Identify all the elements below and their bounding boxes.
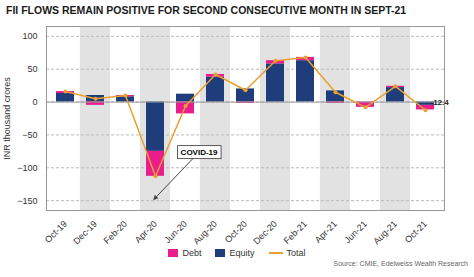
svg-text:INR thousand crores: INR thousand crores — [2, 77, 12, 160]
svg-text:100: 100 — [22, 31, 37, 41]
svg-text:−100: −100 — [17, 163, 37, 173]
svg-text:Jun-21: Jun-21 — [342, 219, 369, 246]
svg-text:Apr-20: Apr-20 — [133, 219, 159, 245]
svg-text:Oct-19: Oct-19 — [43, 219, 69, 245]
svg-text:Aug-20: Aug-20 — [191, 219, 219, 246]
svg-text:Aug-21: Aug-21 — [371, 219, 399, 246]
svg-text:Oct-20: Oct-20 — [223, 219, 249, 245]
html-text:Equity: Equity — [229, 247, 255, 258]
svg-text:Feb-21: Feb-21 — [282, 219, 309, 246]
svg-text:Oct-21: Oct-21 — [403, 219, 429, 245]
html-text:Source: CMIE, Edelweiss Wealth: Source: CMIE, Edelweiss Wealth Research — [333, 260, 468, 267]
html-text:FII FLOWS REMAIN POSITIVE FOR: FII FLOWS REMAIN POSITIVE FOR SECOND CON… — [6, 4, 407, 16]
svg-text:COVID-19: COVID-19 — [181, 148, 218, 157]
svg-text:−50: −50 — [22, 130, 37, 140]
svg-text:Dec-19: Dec-19 — [71, 219, 99, 246]
svg-text:Feb-20: Feb-20 — [102, 219, 129, 246]
html-text:Debt: Debt — [182, 247, 202, 258]
html-text:Total: Total — [286, 247, 306, 258]
svg-text:Apr-21: Apr-21 — [313, 219, 339, 245]
svg-text:Jun-20: Jun-20 — [162, 219, 189, 246]
svg-text:0: 0 — [32, 97, 37, 107]
svg-text:−150: −150 — [17, 196, 37, 206]
svg-text:Dec-20: Dec-20 — [251, 219, 279, 246]
svg-text:50: 50 — [27, 64, 37, 74]
svg-text:-12.4: -12.4 — [431, 98, 450, 107]
